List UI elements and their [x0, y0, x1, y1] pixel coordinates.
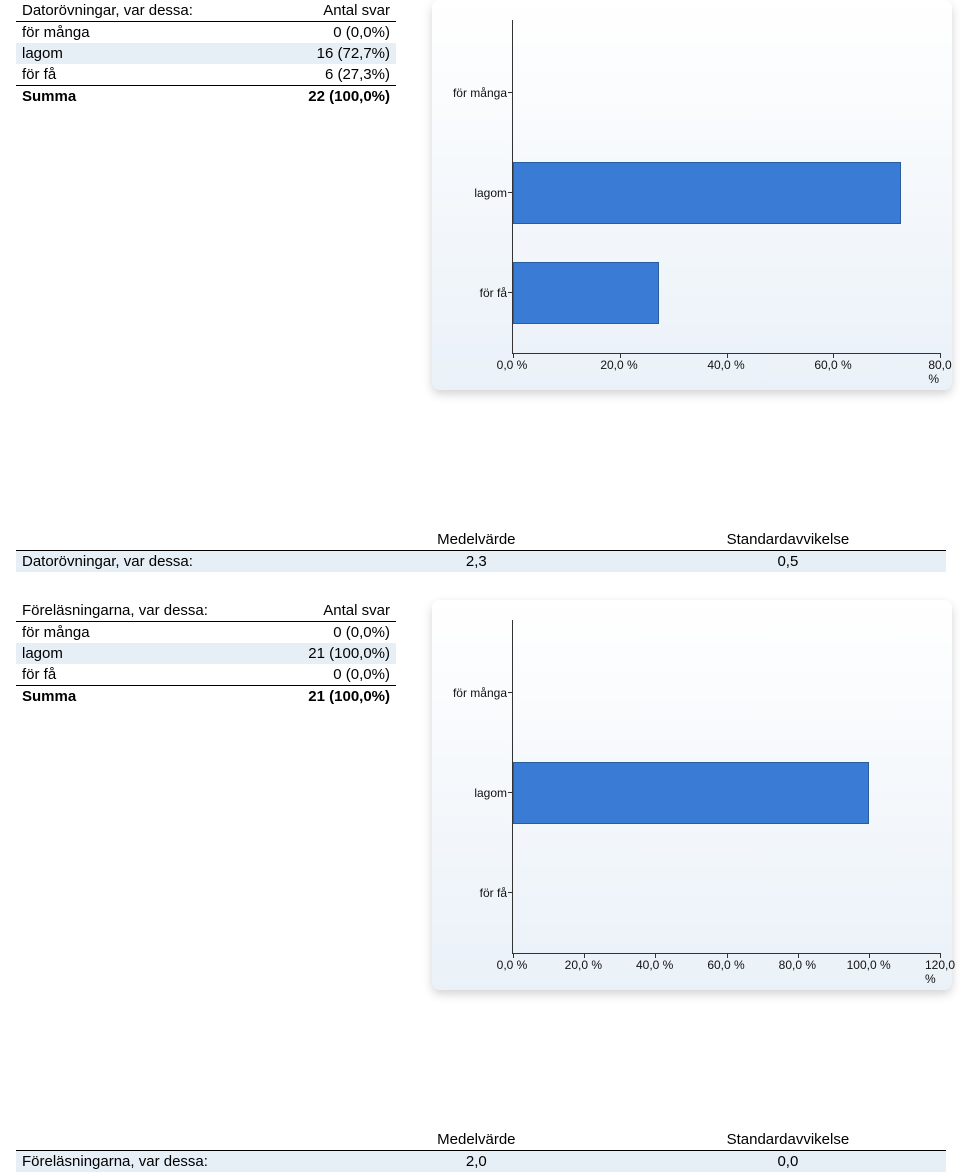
stats1-h0 — [16, 529, 323, 551]
stats1-mean: 2,3 — [323, 551, 630, 573]
chart-1-xtick-3: 60,0 % — [814, 358, 851, 372]
chart-2-xtick-6: 120,0 % — [925, 958, 955, 986]
chart-2: för många lagom för få 0,0 % 20,0 % 40,0… — [432, 600, 952, 990]
chart-2-bar-1 — [513, 762, 869, 824]
chart-1-xtick-1: 20,0 % — [600, 358, 637, 372]
freq1-sum-value: 22 (100,0%) — [267, 86, 396, 108]
stats-table-2: Medelvärde Standardavvikelse Föreläsning… — [16, 1129, 946, 1172]
chart-2-ylabel-1: lagom — [437, 786, 507, 800]
freq1-row0-value: 0 (0,0%) — [267, 22, 396, 44]
section-forelasningar: Föreläsningarna, var dessa: Antal svar f… — [0, 600, 960, 1172]
chart-2-barrow-0: för många — [513, 662, 940, 724]
freq1-sum-label: Summa — [16, 86, 267, 108]
chart-2-xtick-2: 40,0 % — [636, 958, 673, 972]
stats2-h1: Medelvärde — [323, 1129, 630, 1151]
chart-2-xtick-5: 100,0 % — [847, 958, 891, 972]
table-row-sum: Summa 21 (100,0%) — [16, 686, 396, 708]
chart-2-xtick-0: 0,0 % — [497, 958, 528, 972]
section-datorovningar: Datorövningar, var dessa: Antal svar för… — [0, 0, 960, 572]
table-row: för få 0 (0,0%) — [16, 664, 396, 686]
freq1-row2-label: för få — [16, 64, 267, 86]
freq2-row1-label: lagom — [16, 643, 274, 664]
stats2-label: Föreläsningarna, var dessa: — [16, 1151, 323, 1172]
freq1-header-label: Datorövningar, var dessa: — [16, 0, 267, 22]
chart-1-barrow-0: för många — [513, 62, 940, 124]
freq2-sum-label: Summa — [16, 686, 274, 708]
stats1-label: Datorövningar, var dessa: — [16, 551, 323, 573]
table-row: för många 0 (0,0%) — [16, 22, 396, 44]
chart-2-barrow-2: för få — [513, 862, 940, 924]
stats2-mean: 2,0 — [323, 1151, 630, 1172]
stats1-sd: 0,5 — [630, 551, 946, 573]
table-row: för många 0 (0,0%) — [16, 622, 396, 644]
table-row: lagom 21 (100,0%) — [16, 643, 396, 664]
table-row: för få 6 (27,3%) — [16, 64, 396, 86]
freq2-sum-value: 21 (100,0%) — [274, 686, 396, 708]
freq2-row2-value: 0 (0,0%) — [274, 664, 396, 686]
chart-2-xtick-3: 60,0 % — [707, 958, 744, 972]
chart-1-ylabel-2: för få — [437, 286, 507, 300]
freq1-row0-label: för många — [16, 22, 267, 44]
chart-1-xtick-4: 80,0 % — [928, 358, 951, 386]
chart-1-bar-2 — [513, 262, 659, 324]
chart-2-plot-area: för många lagom för få — [512, 620, 940, 954]
chart-1-xticks: 0,0 % 20,0 % 40,0 % 60,0 % 80,0 % — [512, 358, 940, 374]
table-row: Datorövningar, var dessa: 2,3 0,5 — [16, 551, 946, 573]
freq1-row1-value: 16 (72,7%) — [267, 43, 396, 64]
chart-1-xtick-2: 40,0 % — [707, 358, 744, 372]
freq1-header-value: Antal svar — [267, 0, 396, 22]
chart-2-ylabel-0: för många — [437, 686, 507, 700]
chart-2-barrow-1: lagom — [513, 762, 940, 824]
freq-table-2: Föreläsningarna, var dessa: Antal svar f… — [16, 600, 396, 707]
stats2-h0 — [16, 1129, 323, 1151]
chart-1-barrow-1: lagom — [513, 162, 940, 224]
freq1-row1-label: lagom — [16, 43, 267, 64]
chart-1-ylabel-1: lagom — [437, 186, 507, 200]
table-row: lagom 16 (72,7%) — [16, 43, 396, 64]
freq2-header-value: Antal svar — [274, 600, 396, 622]
spacer — [0, 572, 960, 600]
chart-1-barrow-2: för få — [513, 262, 940, 324]
stats2-h2: Standardavvikelse — [630, 1129, 946, 1151]
freq2-row0-value: 0 (0,0%) — [274, 622, 396, 644]
chart-2-ylabel-2: för få — [437, 886, 507, 900]
freq-table-1: Datorövningar, var dessa: Antal svar för… — [16, 0, 396, 107]
stats-table-1: Medelvärde Standardavvikelse Datorövning… — [16, 529, 946, 572]
chart-2-xtick-1: 20,0 % — [565, 958, 602, 972]
chart-1-bar-1 — [513, 162, 901, 224]
chart-1-ylabel-0: för många — [437, 86, 507, 100]
table-row-sum: Summa 22 (100,0%) — [16, 86, 396, 108]
freq2-row0-label: för många — [16, 622, 274, 644]
chart-2-xticks: 0,0 % 20,0 % 40,0 % 60,0 % 80,0 % 100,0 … — [512, 958, 940, 974]
freq2-header-label: Föreläsningarna, var dessa: — [16, 600, 274, 622]
chart-1: för många lagom för få 0,0 % 20,0 % 40,0… — [432, 0, 952, 390]
freq2-row1-value: 21 (100,0%) — [274, 643, 396, 664]
stats1-h2: Standardavvikelse — [630, 529, 946, 551]
chart-1-plot-area: för många lagom för få — [512, 20, 940, 354]
stats2-sd: 0,0 — [630, 1151, 946, 1172]
freq1-row2-value: 6 (27,3%) — [267, 64, 396, 86]
freq2-row2-label: för få — [16, 664, 274, 686]
stats1-h1: Medelvärde — [323, 529, 630, 551]
table-row: Föreläsningarna, var dessa: 2,0 0,0 — [16, 1151, 946, 1172]
chart-2-xtick-4: 80,0 % — [779, 958, 816, 972]
chart-1-xtick-0: 0,0 % — [497, 358, 528, 372]
